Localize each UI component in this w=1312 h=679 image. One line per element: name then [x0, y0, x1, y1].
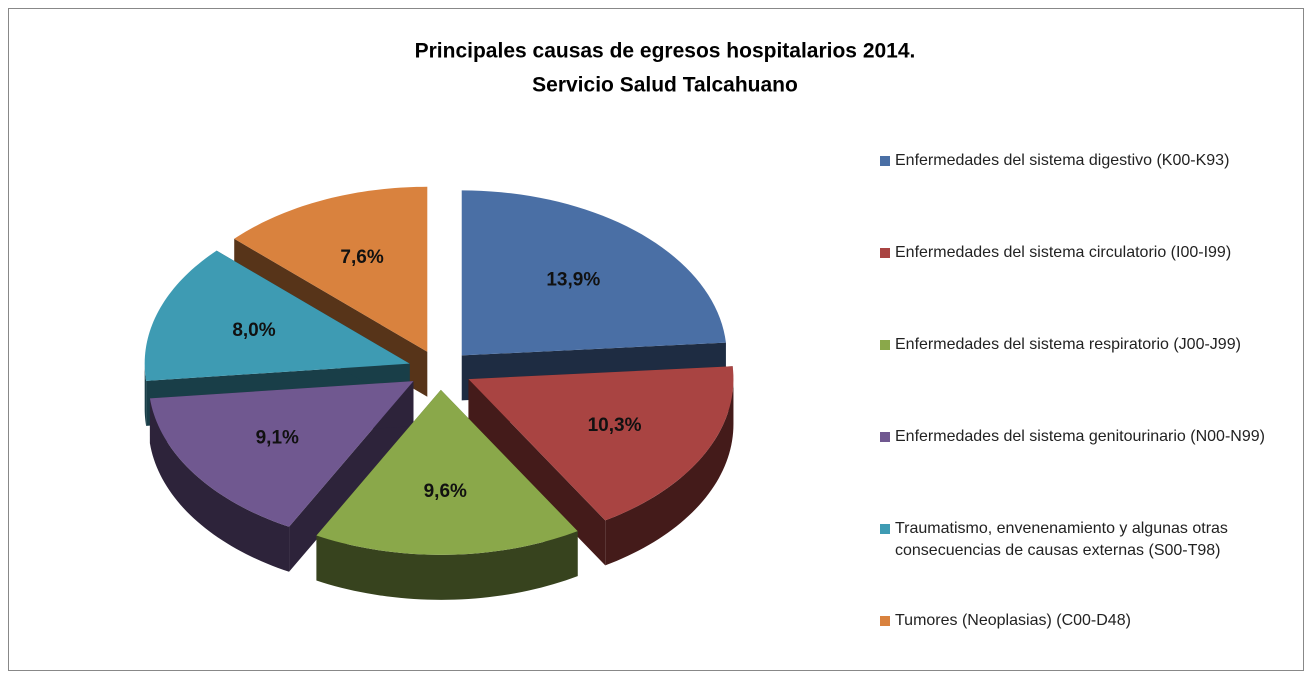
- legend-item: Enfermedades del sistema digestivo (K00-…: [880, 150, 1300, 242]
- legend-label: Enfermedades del sistema circulatorio (I…: [895, 244, 1232, 261]
- slice-wall: [144, 363, 147, 426]
- slice-wall: [316, 531, 578, 600]
- slice-wall: [605, 379, 734, 566]
- legend: Enfermedades del sistema digestivo (K00-…: [880, 150, 1300, 679]
- legend-label: Enfermedades del sistema digestivo (K00-…: [895, 152, 1230, 169]
- slice-side: [468, 379, 606, 566]
- legend-swatch: [880, 524, 890, 534]
- legend-swatch: [880, 616, 890, 626]
- slice: [149, 381, 414, 527]
- data-label: 7,6%: [340, 247, 383, 268]
- slice-wall: [149, 398, 290, 572]
- slice: [144, 250, 410, 381]
- slice-side: [289, 381, 414, 572]
- data-label: 10,3%: [588, 415, 642, 436]
- data-label: 13,9%: [546, 269, 600, 290]
- legend-item: Enfermedades del sistema genitourinario …: [880, 426, 1300, 518]
- legend-swatch: [880, 432, 890, 442]
- legend-item: Traumatismo, envenenamiento y algunas ot…: [880, 518, 1300, 610]
- legend-item: Tumores (Neoplasias) (C00-D48): [880, 610, 1300, 679]
- slice: [468, 366, 734, 521]
- slice: [234, 186, 428, 352]
- legend-label: Enfermedades del sistema genitourinario …: [895, 428, 1265, 445]
- legend-label: Traumatismo, envenenamiento y algunas ot…: [895, 520, 1228, 559]
- legend-label: Enfermedades del sistema respiratorio (J…: [895, 336, 1241, 353]
- data-label: 9,6%: [424, 481, 467, 502]
- legend-swatch: [880, 156, 890, 166]
- legend-item: Enfermedades del sistema respiratorio (J…: [880, 334, 1300, 426]
- legend-swatch: [880, 248, 890, 258]
- legend-label: Tumores (Neoplasias) (C00-D48): [895, 612, 1131, 629]
- chart-title: Principales causas de egresos hospitalar…: [415, 40, 916, 63]
- legend-item: Enfermedades del sistema circulatorio (I…: [880, 242, 1300, 334]
- data-label: 8,0%: [232, 320, 275, 341]
- data-label: 9,1%: [256, 427, 299, 448]
- slice: [316, 389, 578, 555]
- chart-subtitle: Servicio Salud Talcahuano: [532, 74, 798, 97]
- slice: [461, 190, 726, 356]
- legend-swatch: [880, 340, 890, 350]
